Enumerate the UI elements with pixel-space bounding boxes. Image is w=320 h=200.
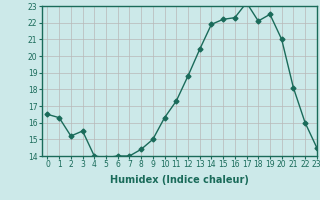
X-axis label: Humidex (Indice chaleur): Humidex (Indice chaleur) [110,175,249,185]
